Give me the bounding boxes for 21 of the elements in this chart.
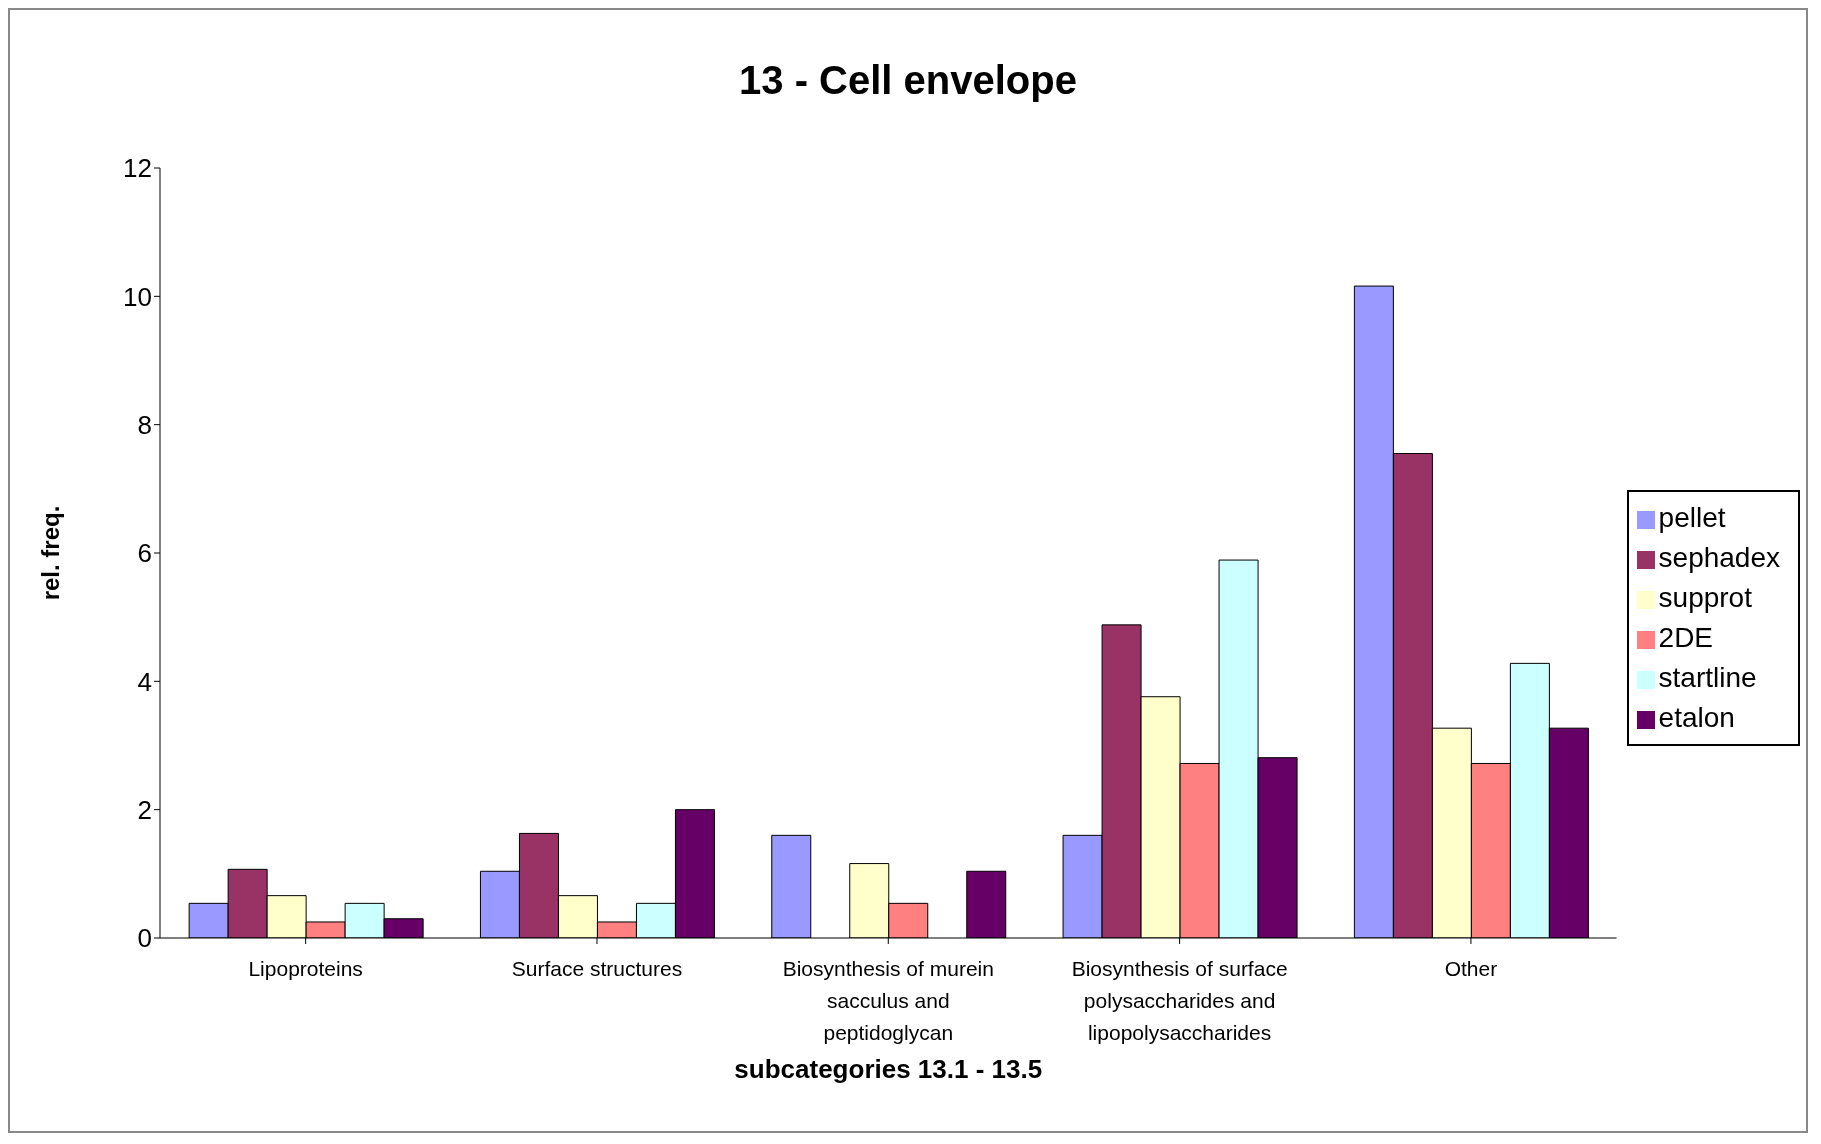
chart-title: 13 - Cell envelope <box>738 58 1078 104</box>
y-tick-label: 12 <box>123 153 152 184</box>
x-tick-label: Biosynthesis of surface polysaccharides and lipopolysaccharides <box>1071 957 1288 1044</box>
legend-label: 2DE <box>1658 622 1714 653</box>
legend-label: etalon <box>1658 702 1735 733</box>
x-tick-label: Surface structures <box>511 957 683 980</box>
x-tick-label: Biosynthesis of murein sacculus and peptidoglycan <box>782 957 994 1044</box>
y-tick-label: 2 <box>137 794 152 825</box>
y-axis-title: rel. freq. <box>36 505 64 601</box>
y-tick-label: 8 <box>137 409 152 440</box>
y-tick-label: 0 <box>137 923 152 954</box>
x-tick-label: Other <box>1444 957 1498 980</box>
x-axis-title: subcategories 13.1 - 13.5 <box>734 1054 1043 1084</box>
legend-label: pellet <box>1658 502 1726 533</box>
legend-label: supprot <box>1658 582 1752 613</box>
legend-label: startline <box>1658 662 1757 693</box>
y-tick-label: 4 <box>137 666 152 697</box>
y-tick-label: 6 <box>137 538 152 569</box>
y-tick-label: 10 <box>123 281 152 312</box>
x-tick-label: Lipoproteins <box>248 957 363 980</box>
legend-label: sephadex <box>1658 542 1780 573</box>
